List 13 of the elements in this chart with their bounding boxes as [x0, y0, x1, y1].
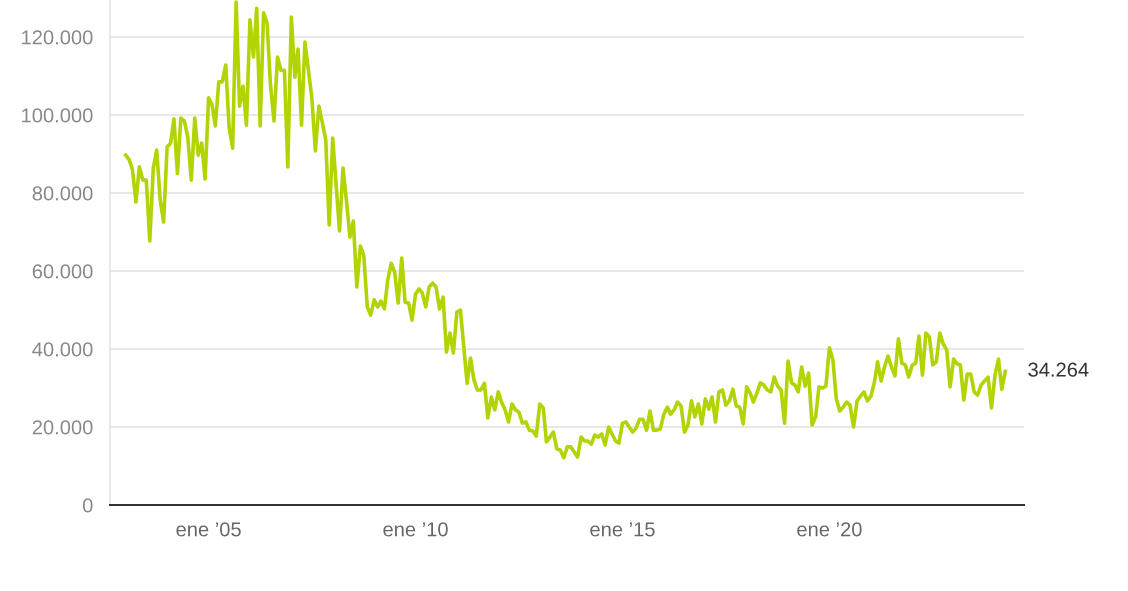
x-tick-label: ene ’05	[176, 522, 241, 537]
y-tick-label: 100.000	[22, 108, 93, 123]
line-series	[123, 0, 1008, 460]
x-tick-label: ene ’10	[383, 522, 448, 537]
y-tick-label: 40.000	[32, 342, 93, 357]
y-tick-label: 20.000	[32, 420, 93, 435]
x-tick-label: ene ’15	[590, 522, 655, 537]
y-tick-label: 120.000	[22, 30, 93, 45]
annotation: 34.264	[1028, 362, 1089, 377]
y-tick-label: 60.000	[32, 264, 93, 279]
y-tick-label: 0	[82, 498, 93, 513]
x-tick-label: ene ’20	[797, 522, 862, 537]
y-tick-label: 80.000	[32, 186, 93, 201]
